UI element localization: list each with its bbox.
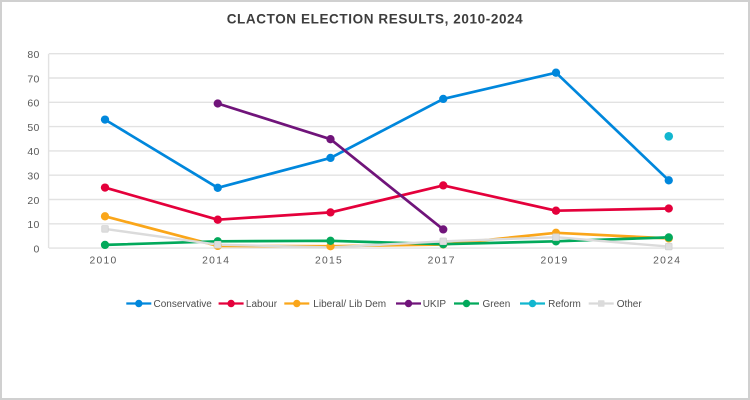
svg-text:Liberal/ Lib Dem: Liberal/ Lib Dem [313, 299, 386, 310]
svg-text:2015: 2015 [315, 256, 343, 267]
svg-text:Conservative: Conservative [154, 299, 213, 310]
svg-text:Reform: Reform [548, 299, 581, 310]
svg-text:60: 60 [27, 98, 39, 110]
svg-text:2017: 2017 [428, 256, 456, 267]
svg-text:50: 50 [27, 122, 39, 134]
svg-text:70: 70 [27, 73, 39, 85]
svg-text:Labour: Labour [246, 299, 278, 310]
svg-text:Other: Other [617, 299, 643, 310]
svg-text:20: 20 [27, 195, 39, 207]
svg-text:40: 40 [27, 146, 39, 158]
svg-text:80: 80 [27, 49, 39, 61]
svg-text:Green: Green [483, 299, 511, 310]
svg-text:UKIP: UKIP [423, 299, 447, 310]
svg-text:2019: 2019 [540, 256, 568, 267]
svg-text:2014: 2014 [202, 256, 230, 267]
svg-text:CLACTON ELECTION RESULTS, 2010: CLACTON ELECTION RESULTS, 2010-2024 [227, 11, 524, 26]
svg-text:0: 0 [34, 243, 40, 255]
svg-text:10: 10 [27, 219, 39, 231]
svg-text:2010: 2010 [89, 256, 117, 267]
svg-text:30: 30 [27, 171, 39, 183]
svg-text:2024: 2024 [653, 256, 681, 267]
